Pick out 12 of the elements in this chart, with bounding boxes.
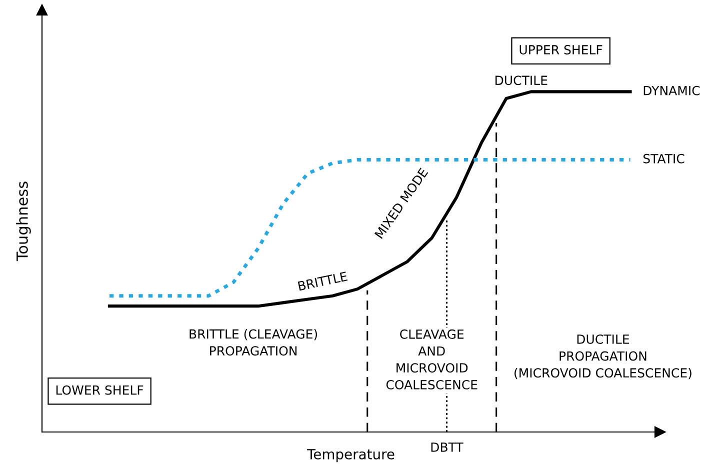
x-axis-title: Temperature (306, 449, 394, 462)
text: UPPER SHELF (520, 45, 602, 54)
annotation: CLEAVAGE AND MICROVOID COALESCENCE (386, 329, 478, 390)
annotation: DUCTILE PROPAGATION (MICROVOID COALESCENCE) (514, 334, 692, 380)
text: DBTT (431, 442, 464, 452)
y-axis-title: Toughness (16, 182, 31, 262)
annotation: LOWER SHELF (56, 385, 144, 395)
annotation: BRITTLE (298, 272, 348, 291)
series-label: STATIC (643, 154, 684, 164)
annotation: BRITTLE (CLEAVAGE) PROPAGATION (190, 329, 318, 356)
series-label: DYNAMIC (644, 86, 700, 96)
text: DUCTILE (496, 76, 548, 86)
